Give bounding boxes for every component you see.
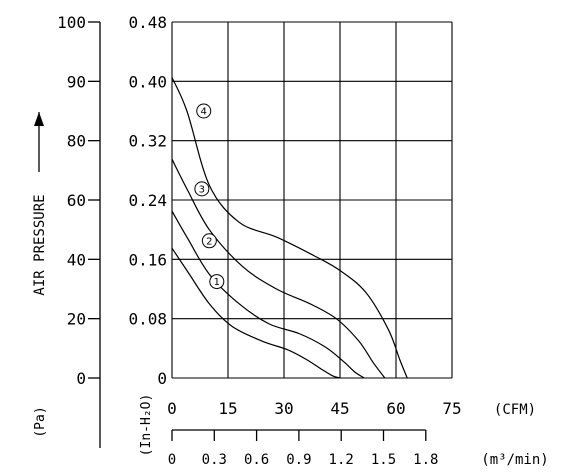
pa-tick-label: 40: [67, 250, 86, 269]
curve-markers: 1 2 3 4: [194, 103, 225, 290]
curve-2: [171, 210, 365, 379]
m3-tick-label: 1.2: [329, 452, 354, 468]
marker-label-4: 4: [201, 107, 207, 118]
marker-label-2: 2: [206, 236, 212, 247]
m3-tick-label: 0: [168, 452, 176, 468]
cfm-tick-label: 75: [442, 399, 461, 418]
cfm-tick-label: 60: [386, 399, 405, 418]
y-axis-arrow: [34, 112, 44, 172]
marker-circle-3: [194, 181, 210, 197]
inh2o-tick-label: 0.32: [128, 132, 167, 151]
x-unit-cfm: (CFM): [494, 402, 536, 418]
marker-circle-1: [209, 274, 225, 290]
y-unit-pa: (Pa): [33, 406, 48, 437]
marker-circle-2: [201, 233, 217, 249]
cfm-tick-label: 45: [330, 399, 349, 418]
inh2o-tick-label: 0.48: [128, 13, 167, 32]
m3-tick-label: 0.3: [202, 452, 227, 468]
inh2o-tick-label: 0.08: [128, 310, 167, 329]
m3-tick-label: 1.8: [413, 452, 438, 468]
inh2o-tick-label: 0.40: [128, 72, 167, 91]
y-unit-inh2o: (In-H₂O): [139, 394, 154, 457]
y-axis-title: AIR PRESSURE: [32, 194, 48, 295]
tick-labels: 0204060809010000.080.160.240.320.400.480…: [57, 13, 462, 468]
axes: [88, 21, 427, 448]
marker-circle-4: [196, 103, 212, 119]
inh2o-tick-label: 0: [157, 369, 167, 388]
curve-4: [171, 77, 408, 379]
inh2o-tick-label: 0.16: [128, 250, 167, 269]
marker-label-1: 1: [214, 277, 220, 288]
m3-tick-label: 0.6: [244, 452, 269, 468]
pa-tick-label: 0: [76, 369, 86, 388]
curve-3: [171, 158, 386, 379]
pa-tick-label: 20: [67, 310, 86, 329]
cfm-tick-label: 15: [218, 399, 237, 418]
pa-tick-label: 90: [67, 72, 86, 91]
m3-tick-label: 1.5: [371, 452, 396, 468]
cfm-tick-label: 0: [167, 399, 177, 418]
grid: [171, 21, 453, 379]
inh2o-tick-label: 0.24: [128, 191, 167, 210]
cfm-tick-label: 30: [274, 399, 293, 418]
marker-label-3: 3: [199, 184, 205, 195]
x-unit-m3: (m³/min): [481, 452, 548, 468]
pa-tick-label: 60: [67, 191, 86, 210]
curves: [171, 77, 408, 379]
curve-1: [171, 247, 341, 379]
m3-tick-label: 0.9: [286, 452, 311, 468]
pa-tick-label: 80: [67, 132, 86, 151]
pa-tick-label: 100: [57, 13, 86, 32]
